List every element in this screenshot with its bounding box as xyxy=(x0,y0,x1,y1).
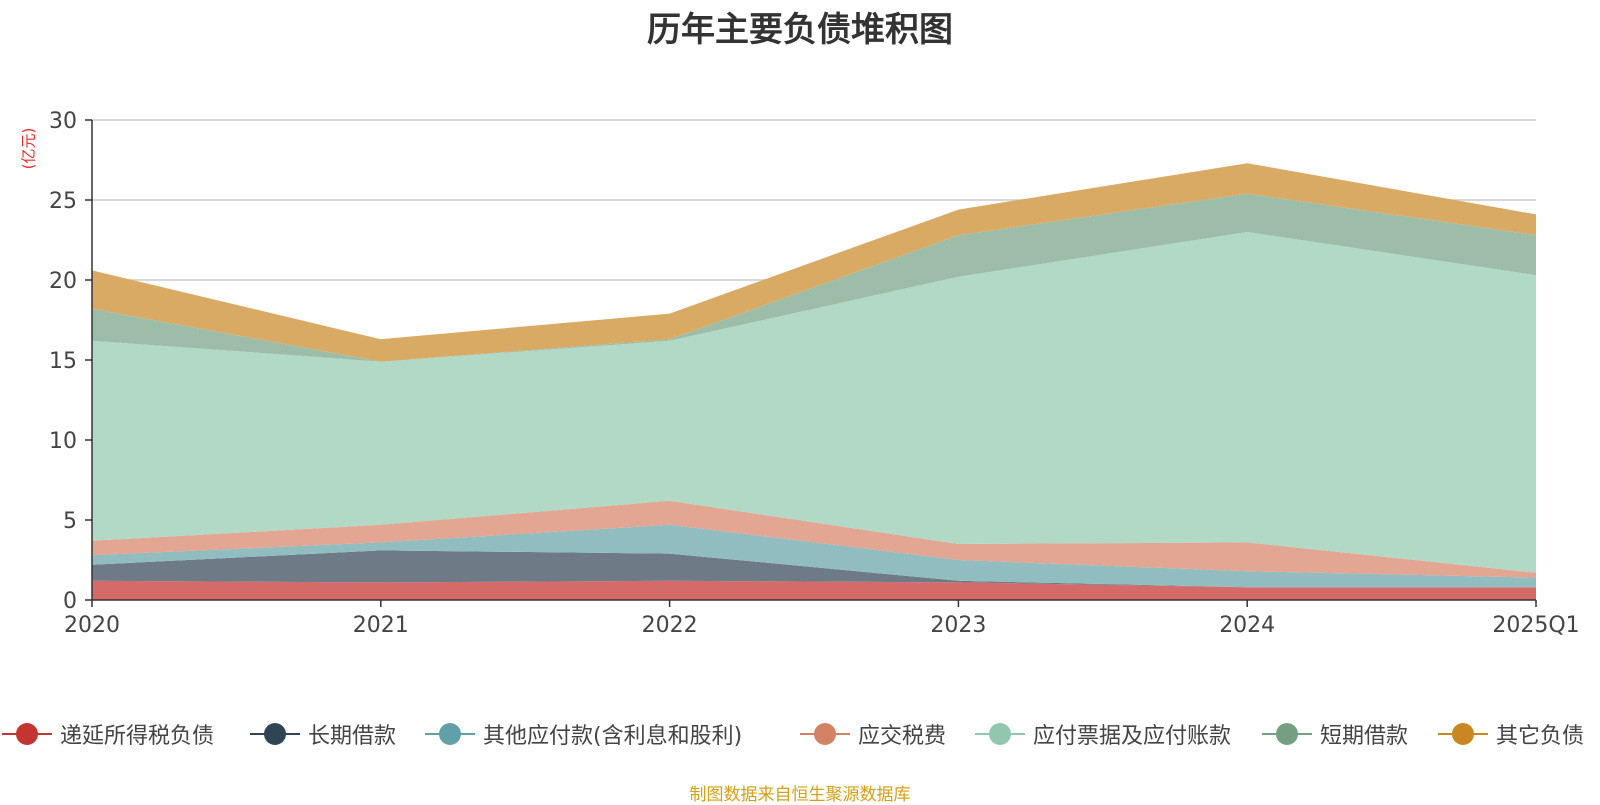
x-tick-label: 2024 xyxy=(1219,613,1275,638)
legend-label: 其它负债 xyxy=(1496,724,1585,749)
legend-marker-dot xyxy=(439,723,461,745)
legend-label: 应交税费 xyxy=(858,724,947,749)
legend-marker-icon xyxy=(1438,722,1488,746)
area-series-6 xyxy=(92,163,1536,362)
y-tick-label: 5 xyxy=(63,509,77,534)
y-tick-label: 15 xyxy=(49,349,77,374)
x-tick-label: 2020 xyxy=(64,613,120,638)
y-tick-label: 20 xyxy=(49,269,77,294)
chart-title: 历年主要负债堆积图 xyxy=(647,10,953,50)
legend-item[interactable]: 短期借款 xyxy=(1262,714,1408,754)
legend-marker-icon xyxy=(800,722,850,746)
legend-marker-icon xyxy=(250,722,300,746)
area-series-2 xyxy=(92,524,1536,588)
x-tick-label: 2021 xyxy=(353,613,409,638)
stacked-area-chart: 0 5 10 15 20 25 30 2020 2021 2022 2023 2024 2025Q1 xyxy=(49,109,1580,638)
legend-label: 应付票据及应付账款 xyxy=(1033,724,1232,749)
legend-marker-dot xyxy=(989,723,1011,745)
legend-marker-icon xyxy=(975,722,1025,746)
legend: 递延所得税负债 长期借款 其他应付款(含利息和股利) 应交税费 应付票据及应付账款 短期借… xyxy=(0,714,1600,754)
data-source-note: 制图数据来自恒生聚源数据库 xyxy=(689,785,911,805)
y-tick-label: 0 xyxy=(63,589,77,614)
area-series-0 xyxy=(92,580,1536,600)
legend-item[interactable]: 递延所得税负债 xyxy=(2,714,214,754)
legend-item[interactable]: 应交税费 xyxy=(800,714,946,754)
legend-label: 长期借款 xyxy=(308,724,397,749)
legend-marker-dot xyxy=(264,723,286,745)
legend-item[interactable]: 其他应付款(含利息和股利) xyxy=(425,714,742,754)
legend-item[interactable]: 应付票据及应付账款 xyxy=(975,714,1231,754)
x-tick-label: 2025Q1 xyxy=(1492,613,1579,638)
area-series-4 xyxy=(92,232,1536,573)
area-series-5 xyxy=(92,193,1536,362)
legend-marker-dot xyxy=(1452,723,1474,745)
legend-marker-dot xyxy=(814,723,836,745)
legend-marker-icon xyxy=(1262,722,1312,746)
y-tick-label: 10 xyxy=(49,429,77,454)
legend-item[interactable]: 长期借款 xyxy=(250,714,396,754)
legend-marker-icon xyxy=(2,722,52,746)
axis-layer: 0 5 10 15 20 25 30 2020 2021 2022 2023 2024 2025Q1 xyxy=(49,109,1580,638)
x-tick-label: 2022 xyxy=(642,613,698,638)
legend-marker-dot xyxy=(16,723,38,745)
legend-label: 短期借款 xyxy=(1320,724,1409,749)
legend-label: 其他应付款(含利息和股利) xyxy=(483,724,743,749)
y-tick-label: 30 xyxy=(49,109,77,134)
y-tick-label: 25 xyxy=(49,189,77,214)
legend-marker-icon xyxy=(425,722,475,746)
x-tick-label: 2023 xyxy=(930,613,986,638)
area-series-1 xyxy=(92,550,1536,588)
area-layer xyxy=(92,163,1536,600)
legend-label: 递延所得税负债 xyxy=(60,724,215,749)
area-series-3 xyxy=(92,500,1536,578)
legend-marker-dot xyxy=(1276,723,1298,745)
legend-item[interactable]: 其它负债 xyxy=(1438,714,1584,754)
